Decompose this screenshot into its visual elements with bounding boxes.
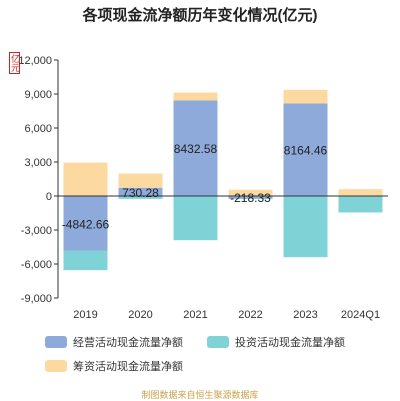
legend-label-investing: 投资活动现金流量净额 (235, 337, 345, 349)
data-label-operating-2022: -218.33 (230, 191, 271, 205)
bar-operating-2021 (173, 100, 218, 196)
data-labels-layer: -4842.66 730.28 8432.58 -218.33 8164.46 (62, 142, 328, 231)
legend-swatch-financing (45, 360, 67, 372)
data-label-operating-2020: 730.28 (122, 186, 159, 200)
y-tick-label: -6,000 (21, 259, 52, 271)
x-tick-label: 2023 (293, 309, 317, 321)
x-tick-label: 2024Q1 (341, 309, 380, 321)
bar-operating-2020 (118, 187, 163, 196)
legend-item-financing: 筹资活动现金流量净额 (45, 358, 183, 374)
bar-financing-2022 (228, 189, 273, 196)
y-tick-label: 9,000 (24, 89, 52, 101)
bar-investing-2023 (283, 196, 328, 258)
data-label-operating-2023: 8164.46 (284, 144, 328, 158)
bar-investing-2019 (63, 250, 108, 271)
legend-label-operating: 经营活动现金流量净额 (73, 337, 183, 349)
bar-investing-2024Q1 (338, 196, 383, 213)
bar-investing-2020 (118, 196, 163, 199)
bar-financing-2020 (118, 173, 163, 188)
y-axis-unit-label: 亿元 (9, 52, 20, 74)
x-tick-label: 2022 (238, 309, 262, 321)
legend-swatch-investing (207, 336, 229, 348)
source-note: 制图数据来自恒生聚源数据库 (141, 390, 259, 400)
x-tick-label: 2020 (128, 309, 152, 321)
chart-title: 各项现金流净额历年变化情况(亿元) (82, 7, 318, 24)
x-tick-label: 2021 (183, 309, 207, 321)
legend-item-operating: 经营活动现金流量净额 (45, 334, 183, 350)
y-tick-label: -9,000 (21, 293, 52, 305)
data-label-operating-2019: -4842.66 (62, 217, 110, 231)
x-tick-label: 2019 (73, 309, 97, 321)
bar-investing-2022 (228, 198, 273, 200)
bar-financing-2023 (283, 89, 328, 104)
legend-item-investing: 投资活动现金流量净额 (207, 334, 345, 350)
legend-swatch-operating (45, 336, 67, 348)
y-tick-label: 0 (46, 191, 52, 203)
data-label-operating-2021: 8432.58 (174, 142, 218, 156)
y-tick-label: -3,000 (21, 225, 52, 237)
bar-financing-2019 (63, 162, 108, 196)
bar-investing-2021 (173, 196, 218, 241)
bar-financing-2024Q1 (338, 189, 383, 196)
bar-financing-2021 (173, 92, 218, 101)
bar-operating-2022 (228, 196, 273, 199)
legend-label-financing: 筹资活动现金流量净额 (73, 361, 183, 373)
bars-layer (63, 89, 383, 271)
y-tick-label: 12,000 (18, 55, 52, 67)
y-tick-label: 3,000 (24, 157, 52, 169)
bar-operating-2023 (283, 103, 328, 196)
y-tick-label: 6,000 (24, 123, 52, 135)
bar-operating-2019 (63, 196, 108, 251)
axes-layer: 12,000 9,000 6,000 3,000 0 -3,000 -6,000 -9,000… (18, 55, 388, 321)
